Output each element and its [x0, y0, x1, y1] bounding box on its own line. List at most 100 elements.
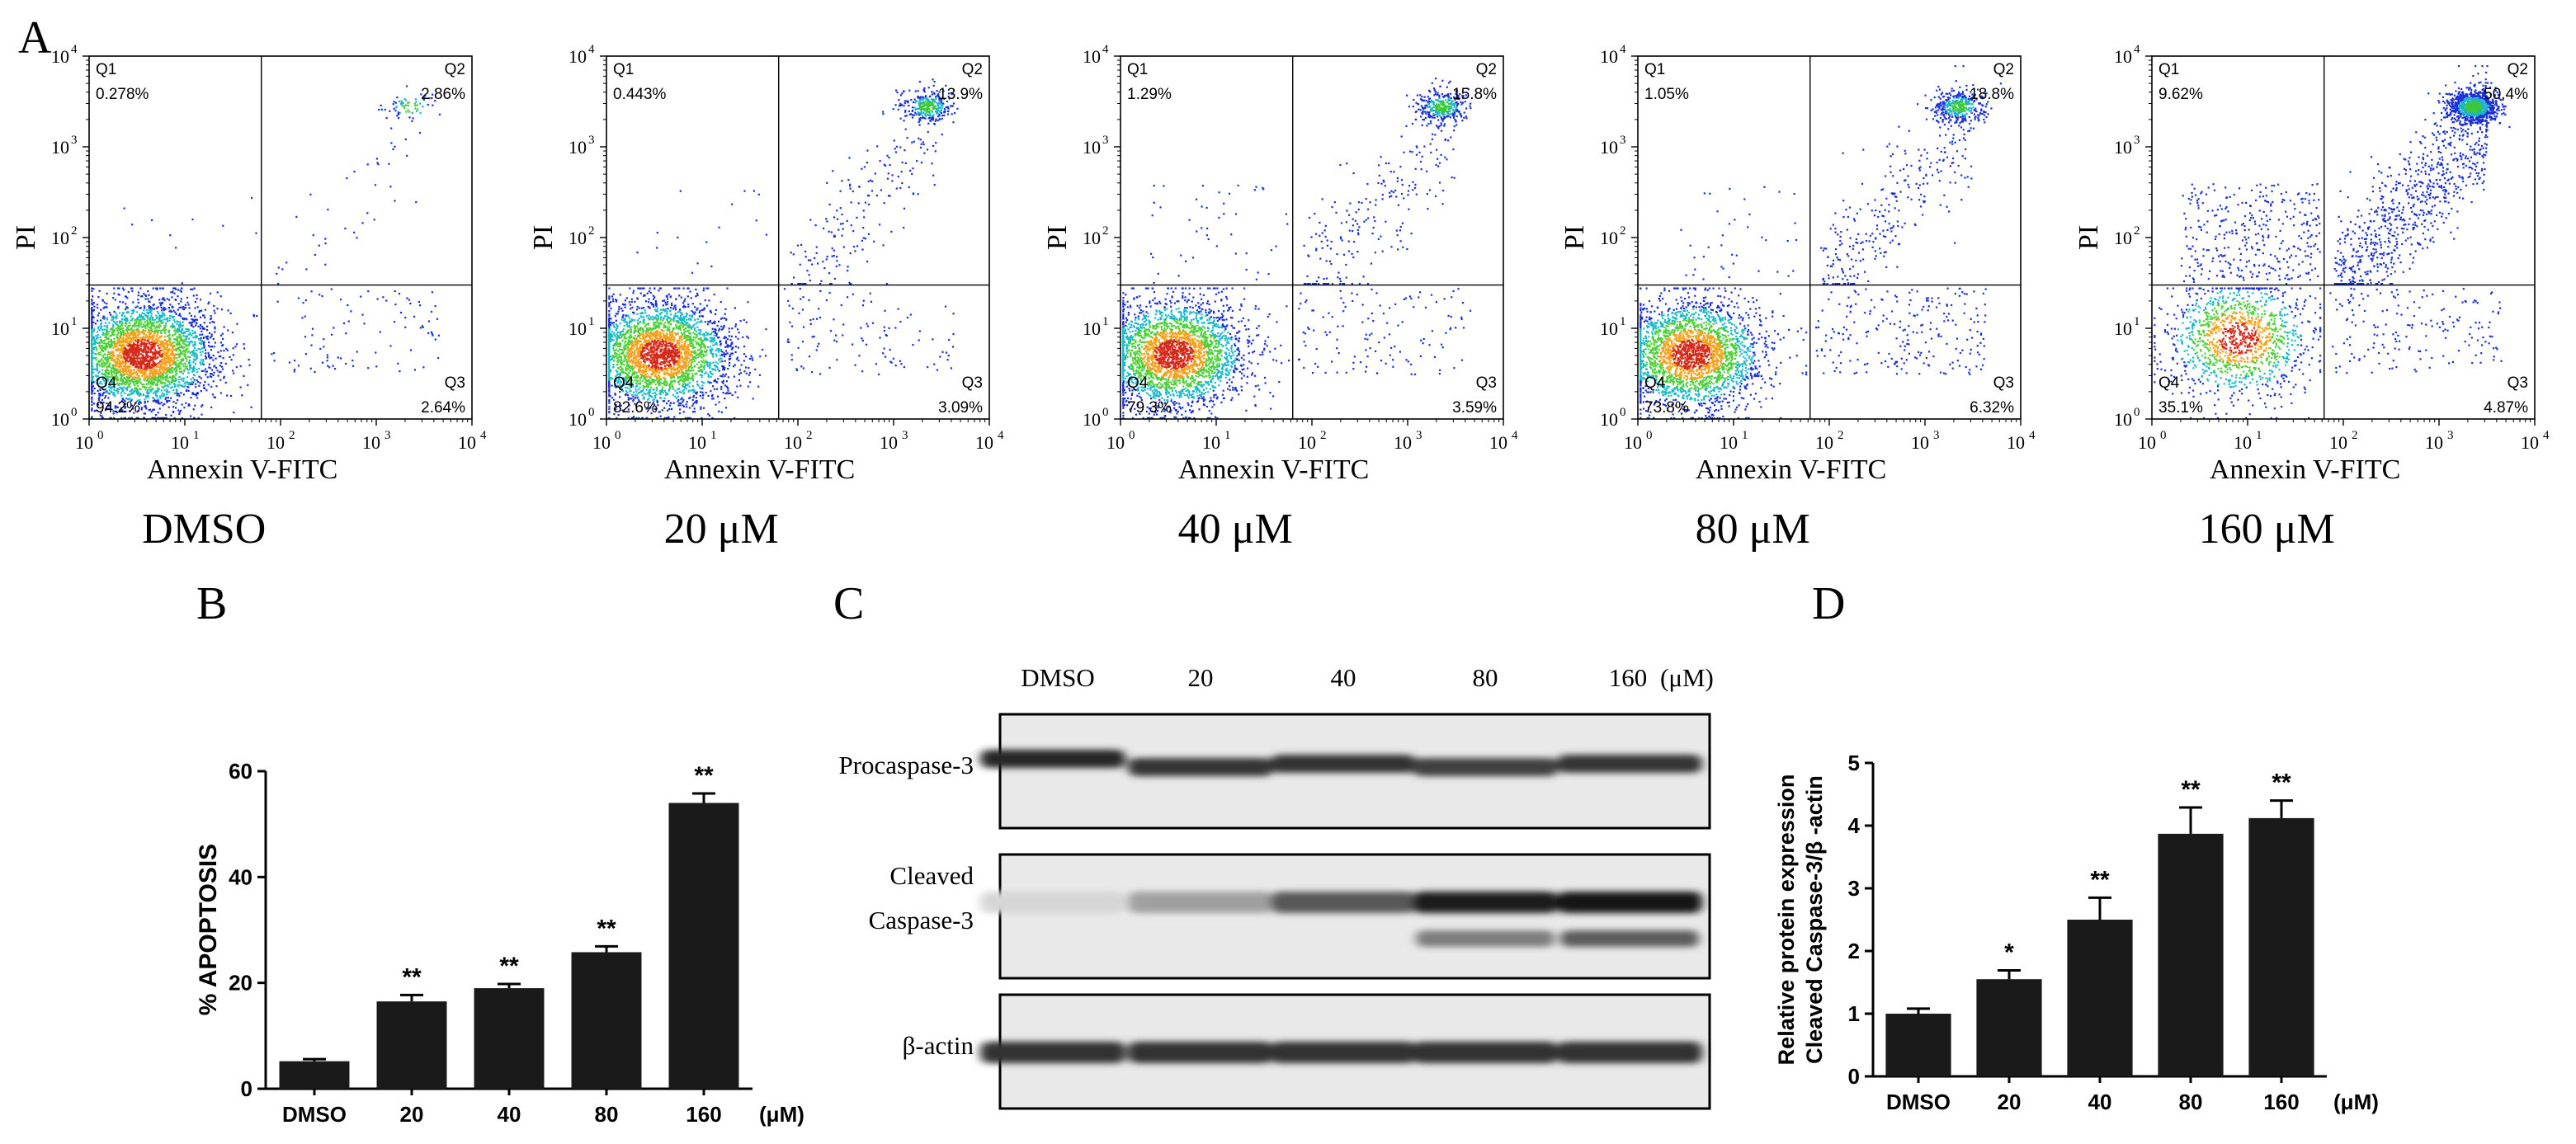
- flow-dot: [706, 360, 709, 364]
- flow-dot: [222, 337, 224, 340]
- flow-dot: [175, 407, 177, 409]
- flow-dot: [634, 393, 636, 396]
- flow-dot: [174, 353, 177, 355]
- flow-dot: [207, 351, 210, 354]
- flow-dot: [98, 344, 101, 346]
- flow-dot: [617, 356, 620, 359]
- flow-dot: [139, 324, 141, 327]
- flow-dot: [680, 368, 682, 370]
- flow-dot: [154, 414, 158, 417]
- flow-dot: [167, 391, 169, 393]
- flow-dot: [653, 333, 656, 336]
- flow-dot: [129, 410, 131, 412]
- flow-dot: [668, 388, 671, 391]
- flow-dot: [129, 353, 131, 355]
- flow-dot: [107, 371, 110, 374]
- flow-dot: [130, 374, 132, 377]
- flow-dot: [137, 328, 139, 331]
- flow-dot: [104, 357, 106, 360]
- flow-dot: [136, 372, 139, 374]
- flow-dot: [154, 327, 157, 330]
- flow-dot: [692, 336, 695, 338]
- flow-dot: [403, 105, 406, 107]
- flow-dot: [648, 336, 650, 338]
- flow-dot: [129, 351, 131, 353]
- flow-dot: [715, 341, 718, 344]
- flow-dot: [157, 306, 159, 308]
- flow-dot: [734, 336, 737, 338]
- flow-dot: [654, 317, 657, 319]
- flow-dot: [172, 287, 175, 290]
- flow-dot: [690, 362, 693, 365]
- flow-dot: [130, 359, 132, 361]
- flow-dot: [91, 384, 93, 387]
- flow-dot: [165, 390, 167, 393]
- flow-dot: [103, 325, 106, 327]
- flow-dot: [113, 342, 116, 345]
- flow-dot: [194, 315, 196, 318]
- flow-dot: [657, 357, 659, 360]
- flow-dot: [165, 324, 167, 327]
- flow-dot: [143, 385, 145, 388]
- flow-dot: [132, 301, 134, 304]
- flow-dot: [161, 355, 163, 358]
- flow-dot: [411, 111, 413, 114]
- flow-dot: [635, 390, 638, 393]
- flow-dot: [158, 339, 160, 341]
- flow-dot: [220, 308, 224, 311]
- flow-dot: [205, 352, 207, 355]
- flow-dot: [91, 369, 93, 371]
- flow-dot: [103, 373, 106, 375]
- flow-dot: [664, 339, 667, 341]
- flow-dot: [105, 346, 107, 349]
- flow-dot: [405, 111, 408, 113]
- flow-dot: [227, 329, 229, 332]
- flow-dot: [122, 312, 125, 314]
- flow-dot: [140, 295, 143, 298]
- flow-dot: [95, 359, 97, 361]
- flow-dot: [125, 362, 127, 365]
- flow-dot: [711, 322, 714, 325]
- flow-dot: [173, 355, 176, 358]
- flow-dot: [163, 299, 166, 302]
- flow-dot: [145, 352, 148, 355]
- flow-dot: [225, 347, 228, 350]
- flow-dot: [156, 325, 158, 327]
- flow-dot: [757, 385, 760, 388]
- flow-dot: [113, 333, 116, 337]
- flow-dot: [136, 318, 139, 320]
- flow-dot: [154, 355, 157, 357]
- flow-dot: [193, 417, 196, 419]
- flow-dot: [122, 339, 125, 341]
- flow-dot: [142, 343, 144, 346]
- flow-dot: [213, 304, 215, 307]
- flow-dot: [672, 362, 675, 365]
- flow-dot: [271, 353, 273, 355]
- flow-dot: [432, 93, 434, 96]
- flow-dot: [679, 318, 682, 320]
- flow-dot: [159, 366, 163, 370]
- flow-dot: [92, 338, 95, 341]
- flow-dot: [93, 341, 96, 344]
- flow-dot: [182, 393, 185, 396]
- flow-dot: [99, 414, 101, 417]
- flow-dot: [675, 360, 677, 362]
- flow-dot: [120, 321, 123, 323]
- flow-dot: [101, 348, 103, 351]
- flow-dot: [190, 415, 192, 417]
- flow-dot: [152, 381, 154, 384]
- flow-dot: [127, 345, 130, 347]
- flow-dot: [203, 344, 205, 346]
- flow-dot: [382, 296, 385, 299]
- flow-dot: [113, 417, 116, 419]
- flow-dot: [309, 193, 312, 195]
- flow-dot: [701, 397, 704, 399]
- flow-dot: [124, 411, 126, 413]
- flow-dot: [137, 376, 139, 379]
- flow-dot: [148, 322, 151, 324]
- flow-dot: [101, 333, 104, 336]
- flow-dot: [106, 358, 109, 360]
- flow-dot: [212, 374, 215, 376]
- flow-dot: [105, 332, 107, 335]
- flow-dot: [655, 364, 658, 366]
